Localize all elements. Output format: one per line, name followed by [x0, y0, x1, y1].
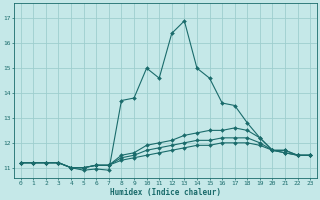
- X-axis label: Humidex (Indice chaleur): Humidex (Indice chaleur): [110, 188, 221, 197]
